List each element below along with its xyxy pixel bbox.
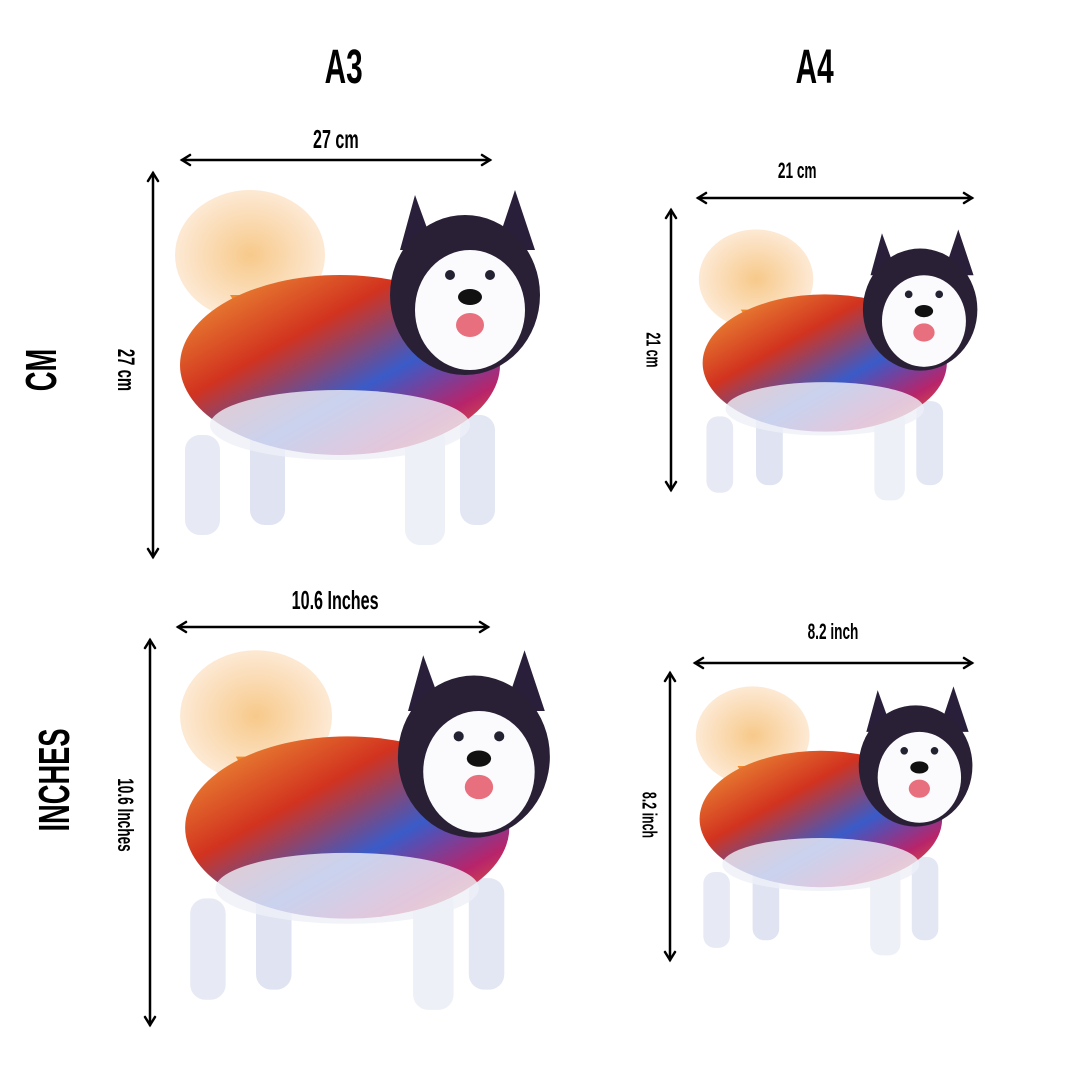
a3-in-width-arrow — [175, 620, 491, 634]
a3-in-width-label: 10.6 Inches — [291, 585, 379, 615]
a4-in-width-label: 8.2 inch — [807, 619, 859, 644]
a3-cm-width-label: 27 cm — [313, 124, 359, 154]
a3-in-height-label: 10.6 Inches — [113, 778, 138, 852]
a3-cm-height-arrow — [146, 170, 160, 560]
a4-in-height-arrow — [663, 670, 677, 963]
dog-illustration-a4-in — [692, 675, 980, 963]
a4-cm-width-arrow — [695, 191, 975, 205]
a3-in-height-arrow — [143, 637, 157, 1028]
a4-cm-width-label: 21 cm — [777, 158, 817, 183]
column-header-a3: A3 — [324, 41, 364, 94]
dog-illustration-a4-cm — [695, 218, 985, 508]
a3-cm-height-label: 27 cm — [112, 348, 139, 392]
dog-illustration-a3-cm — [170, 175, 550, 555]
a4-in-width-arrow — [692, 656, 975, 670]
a3-cm-width-arrow — [179, 153, 493, 167]
column-header-a4: A4 — [795, 41, 835, 94]
a4-cm-height-arrow — [664, 207, 678, 493]
a4-in-height-label: 8.2 inch — [637, 791, 660, 839]
a4-cm-height-label: 21 cm — [641, 332, 664, 368]
dog-illustration-a3-in — [175, 635, 560, 1020]
